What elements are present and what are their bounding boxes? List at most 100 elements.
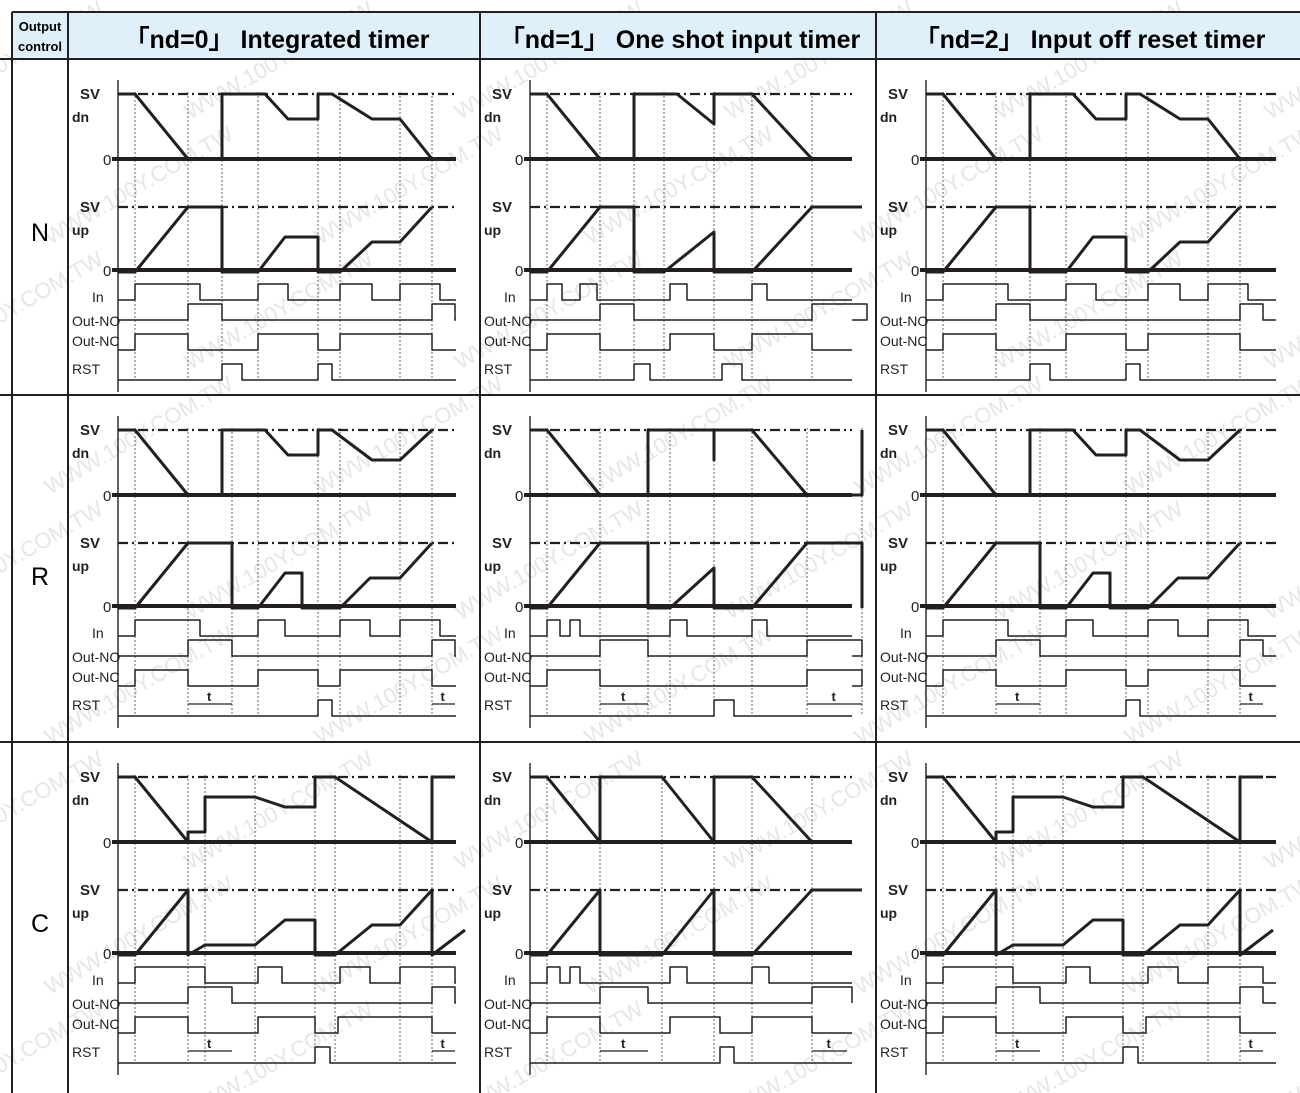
input-signal <box>118 966 456 984</box>
out-no-signal <box>530 639 863 657</box>
input-signal <box>926 283 1276 301</box>
zero-label: 0 <box>103 152 111 169</box>
rst-signal <box>118 1046 456 1064</box>
zero-label: 0 <box>103 488 111 505</box>
dn-label: dn <box>880 445 897 461</box>
dn-label: dn <box>72 792 89 808</box>
out-no-signal <box>118 303 456 321</box>
input-signal <box>926 966 1276 984</box>
out-nc-signal <box>926 669 1276 687</box>
out-nc-signal <box>530 333 852 351</box>
out-nc-signal <box>926 1016 1276 1034</box>
corner-label-control: control <box>18 39 62 54</box>
t-interval-label: t <box>621 1036 626 1051</box>
out-no-label: Out-NO <box>880 313 928 329</box>
rst-signal <box>926 363 1276 381</box>
out-no-signal <box>118 639 456 657</box>
up-label: up <box>484 905 501 921</box>
rst-signal <box>530 1046 852 1064</box>
countup-waveform <box>118 205 434 274</box>
out-no-label: Out-NO <box>72 996 120 1012</box>
rst-label: RST <box>72 697 100 713</box>
in-label: In <box>504 972 516 988</box>
column-header-nd2: 「nd=2」 Input off reset timer <box>915 25 1266 54</box>
out-nc-label: Out-NC <box>72 333 119 349</box>
sv-label: SV <box>492 535 512 552</box>
column-header-nd0: 「nd=0」 Integrated timer <box>125 25 430 54</box>
out-no-signal <box>926 639 1276 657</box>
countup-waveform <box>926 205 1242 274</box>
zero-label: 0 <box>515 946 523 963</box>
timing-cell-r1-c2: SV dn 0 SV up 0 In Out-NO Out-NC RST t t <box>880 416 1276 728</box>
out-nc-label: Out-NC <box>484 1016 531 1032</box>
timing-cell-r2-c0: SV dn 0 SV up 0 In Out-NO Out-NC RST t t <box>72 763 466 1075</box>
countup-waveform <box>926 541 1242 610</box>
out-no-signal <box>926 986 1276 1004</box>
sv-label: SV <box>492 86 512 103</box>
sv-label: SV <box>80 86 100 103</box>
out-nc-label: Out-NC <box>484 669 531 685</box>
rst-label: RST <box>880 361 908 377</box>
up-label: up <box>72 222 89 238</box>
out-no-label: Out-NO <box>72 313 120 329</box>
dn-label: dn <box>72 109 89 125</box>
rst-label: RST <box>880 697 908 713</box>
in-label: In <box>92 289 104 305</box>
sv-label: SV <box>888 86 908 103</box>
input-signal <box>530 619 852 637</box>
zero-label: 0 <box>515 152 523 169</box>
countdown-waveform <box>530 775 814 844</box>
zero-label: 0 <box>515 835 523 852</box>
out-nc-signal <box>118 669 456 687</box>
dn-label: dn <box>484 445 501 461</box>
corner-label-output: Output <box>19 19 62 34</box>
rst-signal <box>926 699 1276 717</box>
countdown-waveform <box>926 775 1263 844</box>
in-label: In <box>504 625 516 641</box>
timing-cell-r0-c2: SV dn 0 SV up 0 In Out-NO Out-NC RST <box>880 80 1276 392</box>
zero-label: 0 <box>911 152 919 169</box>
countup-waveform <box>530 541 864 610</box>
countdown-waveform <box>118 428 434 497</box>
in-label: In <box>504 289 516 305</box>
rst-label: RST <box>72 361 100 377</box>
sv-label: SV <box>80 535 100 552</box>
t-interval-label: t <box>1015 689 1020 704</box>
zero-label: 0 <box>911 835 919 852</box>
sv-label: SV <box>492 199 512 216</box>
zero-label: 0 <box>103 263 111 280</box>
rst-signal <box>118 363 456 381</box>
out-nc-signal <box>530 1016 852 1034</box>
zero-label: 0 <box>515 488 523 505</box>
timing-cell-r2-c2: SV dn 0 SV up 0 In Out-NO Out-NC RST t t <box>880 763 1276 1075</box>
rst-label: RST <box>72 1044 100 1060</box>
dn-label: dn <box>484 109 501 125</box>
countdown-waveform <box>530 428 864 497</box>
countup-waveform <box>926 888 1274 957</box>
out-nc-signal <box>118 1016 456 1034</box>
t-interval-label: t <box>1015 1036 1020 1051</box>
countdown-waveform <box>926 92 1242 161</box>
row-label-r: R <box>31 563 49 591</box>
input-signal <box>530 966 852 984</box>
sv-label: SV <box>80 422 100 439</box>
out-nc-signal <box>926 333 1276 351</box>
dn-label: dn <box>72 445 89 461</box>
t-interval-label: t <box>207 1036 212 1051</box>
rst-signal <box>926 1046 1276 1064</box>
countdown-waveform <box>926 428 1242 497</box>
t-interval-label: t <box>441 1036 446 1051</box>
sv-label: SV <box>492 769 512 786</box>
up-label: up <box>484 558 501 574</box>
out-nc-signal <box>118 333 456 351</box>
up-label: up <box>72 905 89 921</box>
out-nc-label: Out-NC <box>72 669 119 685</box>
out-no-signal <box>530 303 868 321</box>
column-header-nd1: 「nd=1」 One shot input timer <box>500 25 861 54</box>
countup-waveform <box>530 205 862 274</box>
input-signal <box>926 619 1276 637</box>
zero-label: 0 <box>911 488 919 505</box>
timing-cell-r1-c1: SV dn 0 SV up 0 In Out-NO Out-NC RST t t <box>484 416 864 728</box>
dn-label: dn <box>880 109 897 125</box>
out-nc-label: Out-NC <box>880 1016 927 1032</box>
